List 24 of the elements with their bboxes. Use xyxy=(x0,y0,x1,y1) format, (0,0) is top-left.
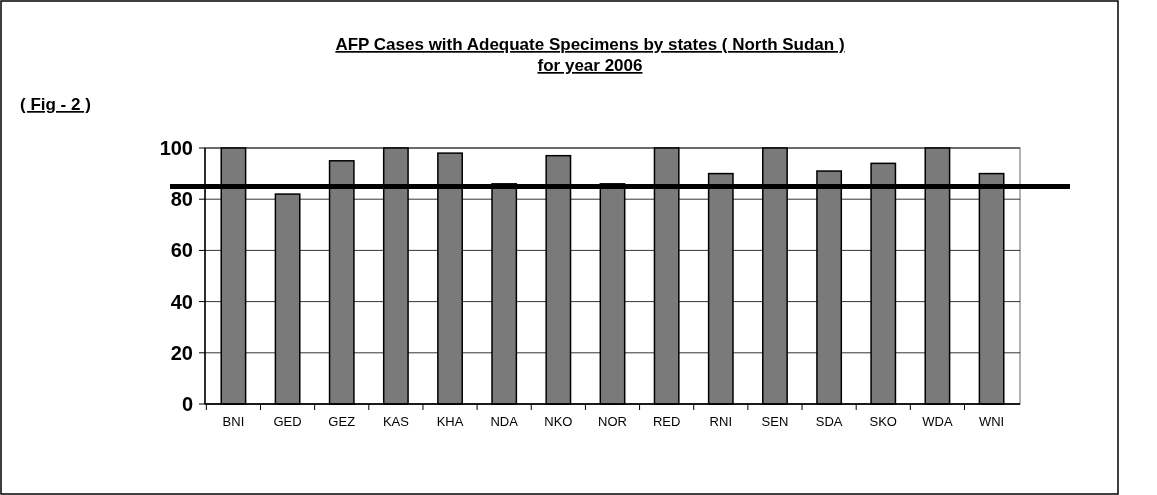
y-tick-label: 80 xyxy=(170,188,193,211)
text: ( Fig - 2 ) xyxy=(20,95,91,114)
chart-title: AFP Cases with Adequate Specimens by states ( North Sudan ) xyxy=(335,35,845,54)
x-tick-label: WNI xyxy=(978,414,1005,429)
x-tick-label: GEZ xyxy=(328,414,356,429)
x-tick-label: KAS xyxy=(382,414,410,429)
y-tick-label: 60 xyxy=(170,239,193,262)
x-tick-label: SEN xyxy=(761,414,789,429)
x-tick-label: NDA xyxy=(490,414,519,429)
x-tick-label: KHA xyxy=(436,414,464,429)
x-tick-label: GED xyxy=(273,414,302,429)
y-tick-label: 40 xyxy=(170,290,193,313)
chart-subtitle: for year 2006 xyxy=(537,56,643,75)
x-tick-label: RED xyxy=(652,414,681,429)
x-tick-label: WDA xyxy=(922,414,953,429)
x-tick-label: RNI xyxy=(709,414,732,429)
x-tick-label: SDA xyxy=(815,414,843,429)
x-tick-label: SKO xyxy=(869,414,897,429)
x-tick-label: NKO xyxy=(544,414,573,429)
x-tick-label: BNI xyxy=(222,414,245,429)
y-tick-label: 20 xyxy=(170,341,193,364)
y-tick-label: 0 xyxy=(181,393,193,415)
x-tick-label: NOR xyxy=(598,414,627,429)
y-tick-label: 100 xyxy=(159,137,193,159)
